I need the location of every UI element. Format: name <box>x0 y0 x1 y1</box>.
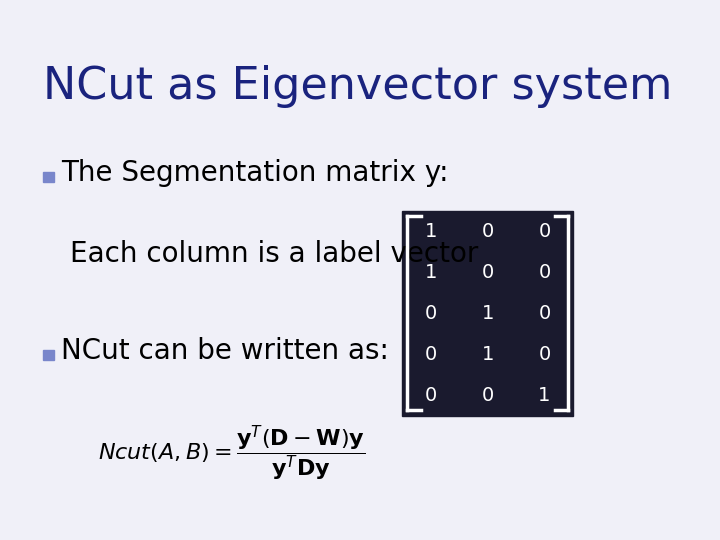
Text: NCut as Eigenvector system: NCut as Eigenvector system <box>42 65 672 108</box>
Text: 1: 1 <box>425 262 437 282</box>
Text: 0: 0 <box>425 345 437 364</box>
Text: 0: 0 <box>482 262 494 282</box>
Text: 1: 1 <box>482 345 494 364</box>
Text: 0: 0 <box>425 303 437 323</box>
Text: 0: 0 <box>539 303 551 323</box>
Text: The Segmentation matrix y:: The Segmentation matrix y: <box>61 159 449 187</box>
Text: 0: 0 <box>425 386 437 405</box>
Text: 1: 1 <box>482 303 494 323</box>
Text: 0: 0 <box>482 221 494 241</box>
Text: 0: 0 <box>539 262 551 282</box>
FancyBboxPatch shape <box>42 350 54 360</box>
Text: $\mathit{Ncut}(A,B)=\dfrac{\mathbf{y}^T(\mathbf{D}-\mathbf{W})\mathbf{y}}{\mathb: $\mathit{Ncut}(A,B)=\dfrac{\mathbf{y}^T(… <box>98 424 365 483</box>
FancyBboxPatch shape <box>402 211 573 416</box>
Text: 0: 0 <box>539 221 551 241</box>
Text: 0: 0 <box>482 386 494 405</box>
Text: NCut can be written as:: NCut can be written as: <box>61 337 389 365</box>
Text: Each column is a label vector: Each column is a label vector <box>70 240 479 268</box>
FancyBboxPatch shape <box>42 172 54 182</box>
Text: 0: 0 <box>539 345 551 364</box>
Text: 1: 1 <box>539 386 551 405</box>
Text: 1: 1 <box>425 221 437 241</box>
